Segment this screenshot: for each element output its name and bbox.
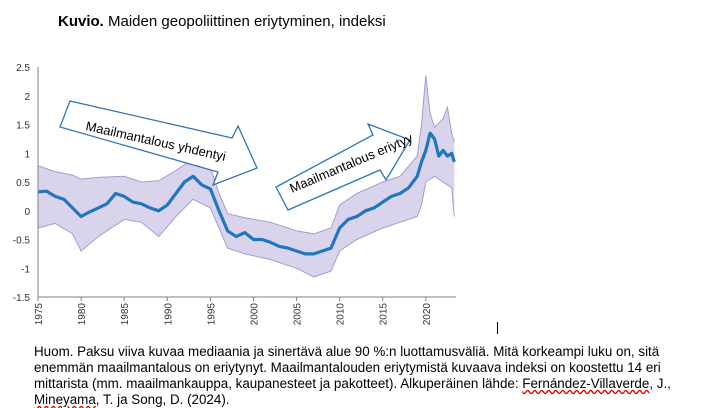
y-tick-label: 2.5 <box>16 63 30 74</box>
median-line <box>37 131 456 256</box>
footnote: Huom. Paksu viiva kuvaa mediaania ja sin… <box>34 344 714 408</box>
confidence-band-layer <box>37 75 455 278</box>
y-tick-label: -1.5 <box>13 293 31 304</box>
y-tick-label: -1 <box>21 264 30 275</box>
chart-title: Kuvio. Maiden geopoliittinen eriytyminen… <box>58 13 386 30</box>
x-tick-label: 2020 <box>422 303 433 326</box>
note-mid: , J., <box>649 376 671 391</box>
x-tick-label: 1990 <box>163 303 174 326</box>
x-tick-label: 1980 <box>77 303 88 326</box>
source-author-2: Mineyama <box>34 392 96 407</box>
y-tick-label: 1.5 <box>16 121 30 132</box>
x-tick-label: 2005 <box>293 303 304 326</box>
y-tick-label: -0.5 <box>13 236 31 247</box>
y-tick-label: 1 <box>24 149 30 160</box>
title-prefix: Kuvio. <box>58 13 104 30</box>
upper-bound-line <box>37 75 455 235</box>
y-tick-label: 0.5 <box>16 178 30 189</box>
arrow-shape <box>275 122 411 211</box>
x-tick-label: 2015 <box>379 303 390 326</box>
title-text: Maiden geopoliittinen eriytyminen, indek… <box>108 13 386 30</box>
source-author-1: Fernández-Villaverde <box>522 376 650 391</box>
median-line-layer <box>37 131 456 256</box>
x-tick-label: 1985 <box>120 303 131 326</box>
annotation-arrow-integration: Maailmantalous yhdentyi <box>59 100 258 187</box>
y-tick-label: 0 <box>24 207 30 218</box>
x-tick-label: 2010 <box>336 303 347 326</box>
x-tick-label: 2000 <box>249 303 260 326</box>
x-tick-label: 1995 <box>206 303 217 326</box>
y-tick-label: 2 <box>24 92 30 103</box>
lower-bound-line <box>37 175 455 278</box>
arrow-shape <box>59 100 258 187</box>
text-cursor <box>497 322 498 334</box>
note-text: Huom. Paksu viiva kuvaa mediaania ja sin… <box>34 344 661 391</box>
confidence-band <box>38 75 455 277</box>
x-tick-label: 1975 <box>34 303 45 326</box>
note-end: , T. ja Song, D. (2024). <box>95 392 230 407</box>
